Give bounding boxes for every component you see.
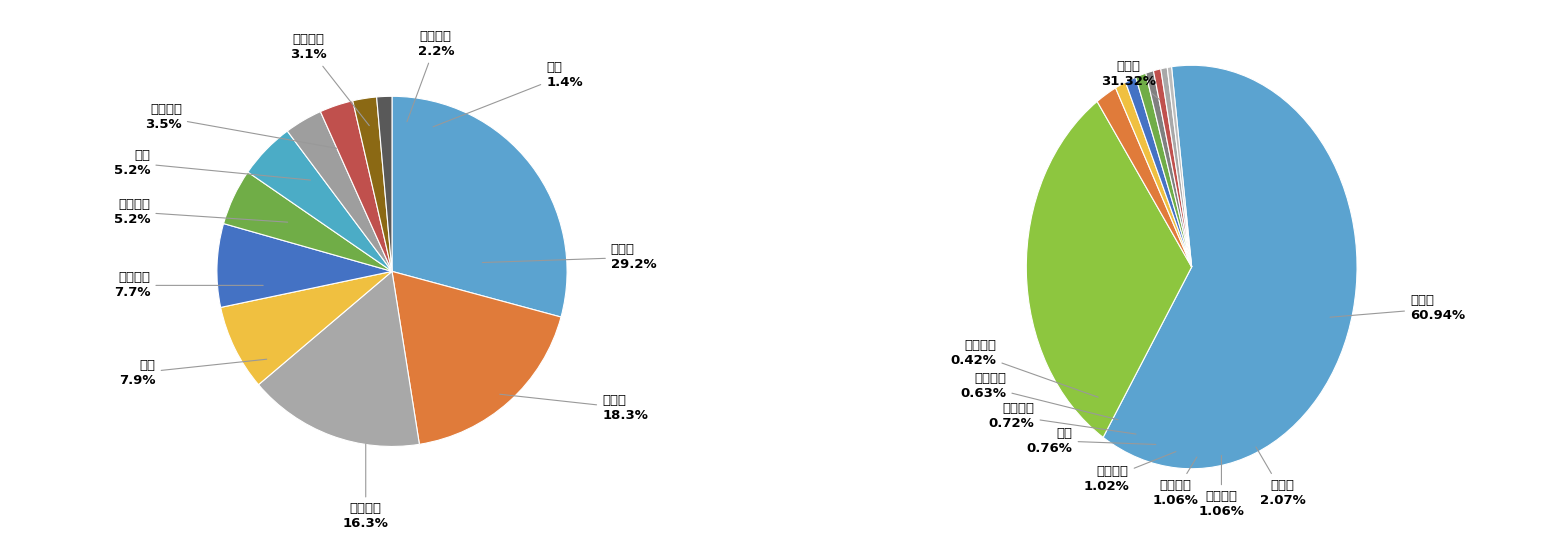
Text: 易宝支付
3.5%: 易宝支付 3.5% bbox=[146, 103, 337, 148]
Text: 银联商务
0.63%: 银联商务 0.63% bbox=[961, 372, 1118, 420]
Wedge shape bbox=[353, 97, 392, 271]
Wedge shape bbox=[216, 224, 392, 308]
Text: 汇付天下
7.7%: 汇付天下 7.7% bbox=[114, 271, 263, 300]
Wedge shape bbox=[392, 271, 561, 444]
Text: 京东支付
3.1%: 京东支付 3.1% bbox=[290, 33, 370, 125]
Wedge shape bbox=[376, 96, 392, 271]
Text: 块钱
7.9%: 块钱 7.9% bbox=[119, 359, 267, 387]
Text: 易宝支付
0.72%: 易宝支付 0.72% bbox=[989, 402, 1135, 434]
Text: 财付通
31.32%: 财付通 31.32% bbox=[1101, 60, 1160, 100]
Wedge shape bbox=[224, 172, 392, 271]
Text: 苏宁支付
0.42%: 苏宁支付 0.42% bbox=[950, 339, 1098, 397]
Text: 苏宁支付
2.2%: 苏宁支付 2.2% bbox=[408, 30, 455, 122]
Wedge shape bbox=[259, 271, 419, 446]
Text: 中金支付
5.2%: 中金支付 5.2% bbox=[114, 198, 287, 226]
Wedge shape bbox=[221, 271, 392, 384]
Text: 宝付
5.2%: 宝付 5.2% bbox=[114, 149, 310, 180]
Text: 财付通
18.3%: 财付通 18.3% bbox=[500, 394, 648, 422]
Text: 其他
1.4%: 其他 1.4% bbox=[433, 61, 583, 127]
Wedge shape bbox=[1146, 70, 1192, 267]
Wedge shape bbox=[248, 131, 392, 271]
Wedge shape bbox=[1167, 67, 1192, 267]
Wedge shape bbox=[1135, 73, 1192, 267]
Wedge shape bbox=[1115, 82, 1192, 267]
Text: 支付宝
60.94%: 支付宝 60.94% bbox=[1330, 294, 1465, 323]
Text: 壹钱包
2.07%: 壹钱包 2.07% bbox=[1256, 447, 1306, 507]
Text: 支付宝
29.2%: 支付宝 29.2% bbox=[483, 244, 657, 271]
Wedge shape bbox=[1126, 77, 1192, 267]
Text: 联动优势
1.06%: 联动优势 1.06% bbox=[1198, 456, 1245, 518]
Text: 连连支付
1.02%: 连连支付 1.02% bbox=[1083, 452, 1176, 493]
Wedge shape bbox=[1160, 67, 1192, 267]
Wedge shape bbox=[320, 101, 392, 271]
Wedge shape bbox=[392, 96, 568, 317]
Wedge shape bbox=[1104, 65, 1356, 469]
Text: 块钱
0.76%: 块钱 0.76% bbox=[1027, 427, 1156, 454]
Wedge shape bbox=[1098, 88, 1192, 267]
Wedge shape bbox=[1154, 69, 1192, 267]
Wedge shape bbox=[1027, 101, 1192, 437]
Wedge shape bbox=[287, 112, 392, 271]
Text: 京东支付
1.06%: 京东支付 1.06% bbox=[1152, 457, 1198, 507]
Text: 银联商务
16.3%: 银联商务 16.3% bbox=[343, 444, 389, 530]
